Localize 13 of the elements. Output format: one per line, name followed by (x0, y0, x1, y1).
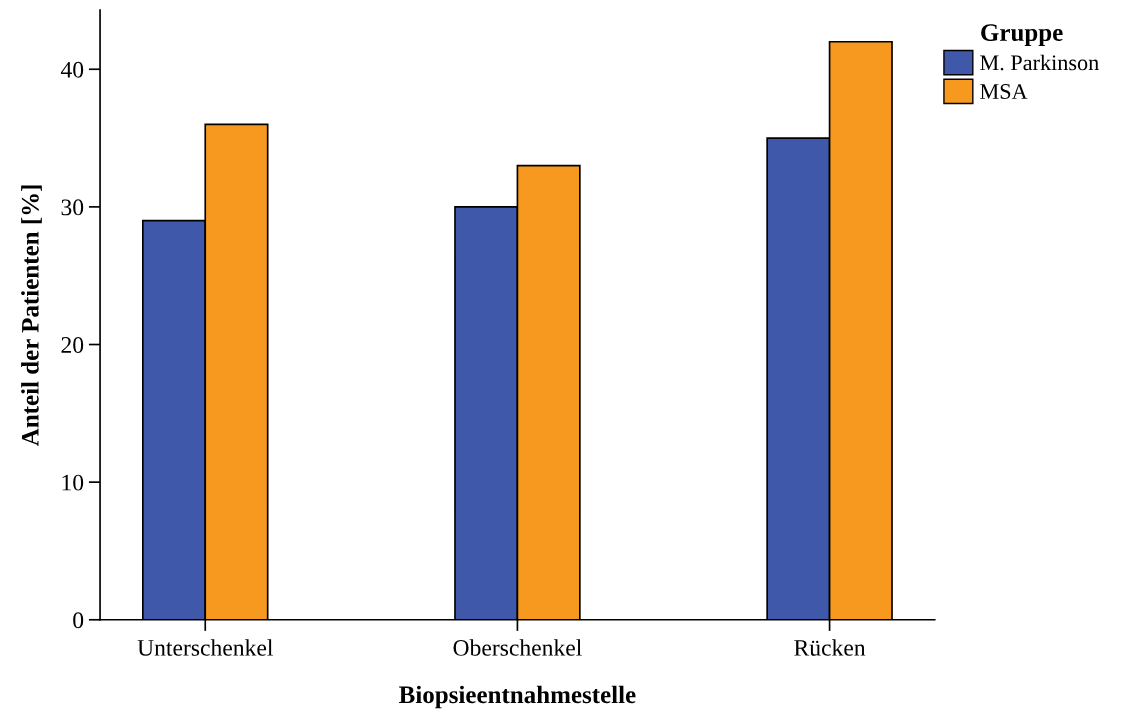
x-axis-title: Biopsieentnahmestelle (399, 685, 636, 709)
y-tick-label: 20 (61, 337, 84, 353)
legend-label: MSA (980, 84, 1028, 100)
y-axis-title: Anteil der Patienten [%] (21, 185, 42, 447)
legend-label: M. Parkinson (980, 54, 1099, 71)
x-tick-label: Oberschenkel (453, 639, 582, 656)
y-tick-label: 30 (61, 199, 84, 216)
x-tick-label: Unterschenkel (137, 639, 273, 656)
y-tick-label: 10 (62, 474, 84, 491)
x-tick-label: Rücken (794, 639, 866, 656)
y-tick-label: 40 (60, 61, 84, 78)
y-tick-label: 0 (73, 612, 84, 629)
legend-title: Gruppe (981, 24, 1063, 47)
